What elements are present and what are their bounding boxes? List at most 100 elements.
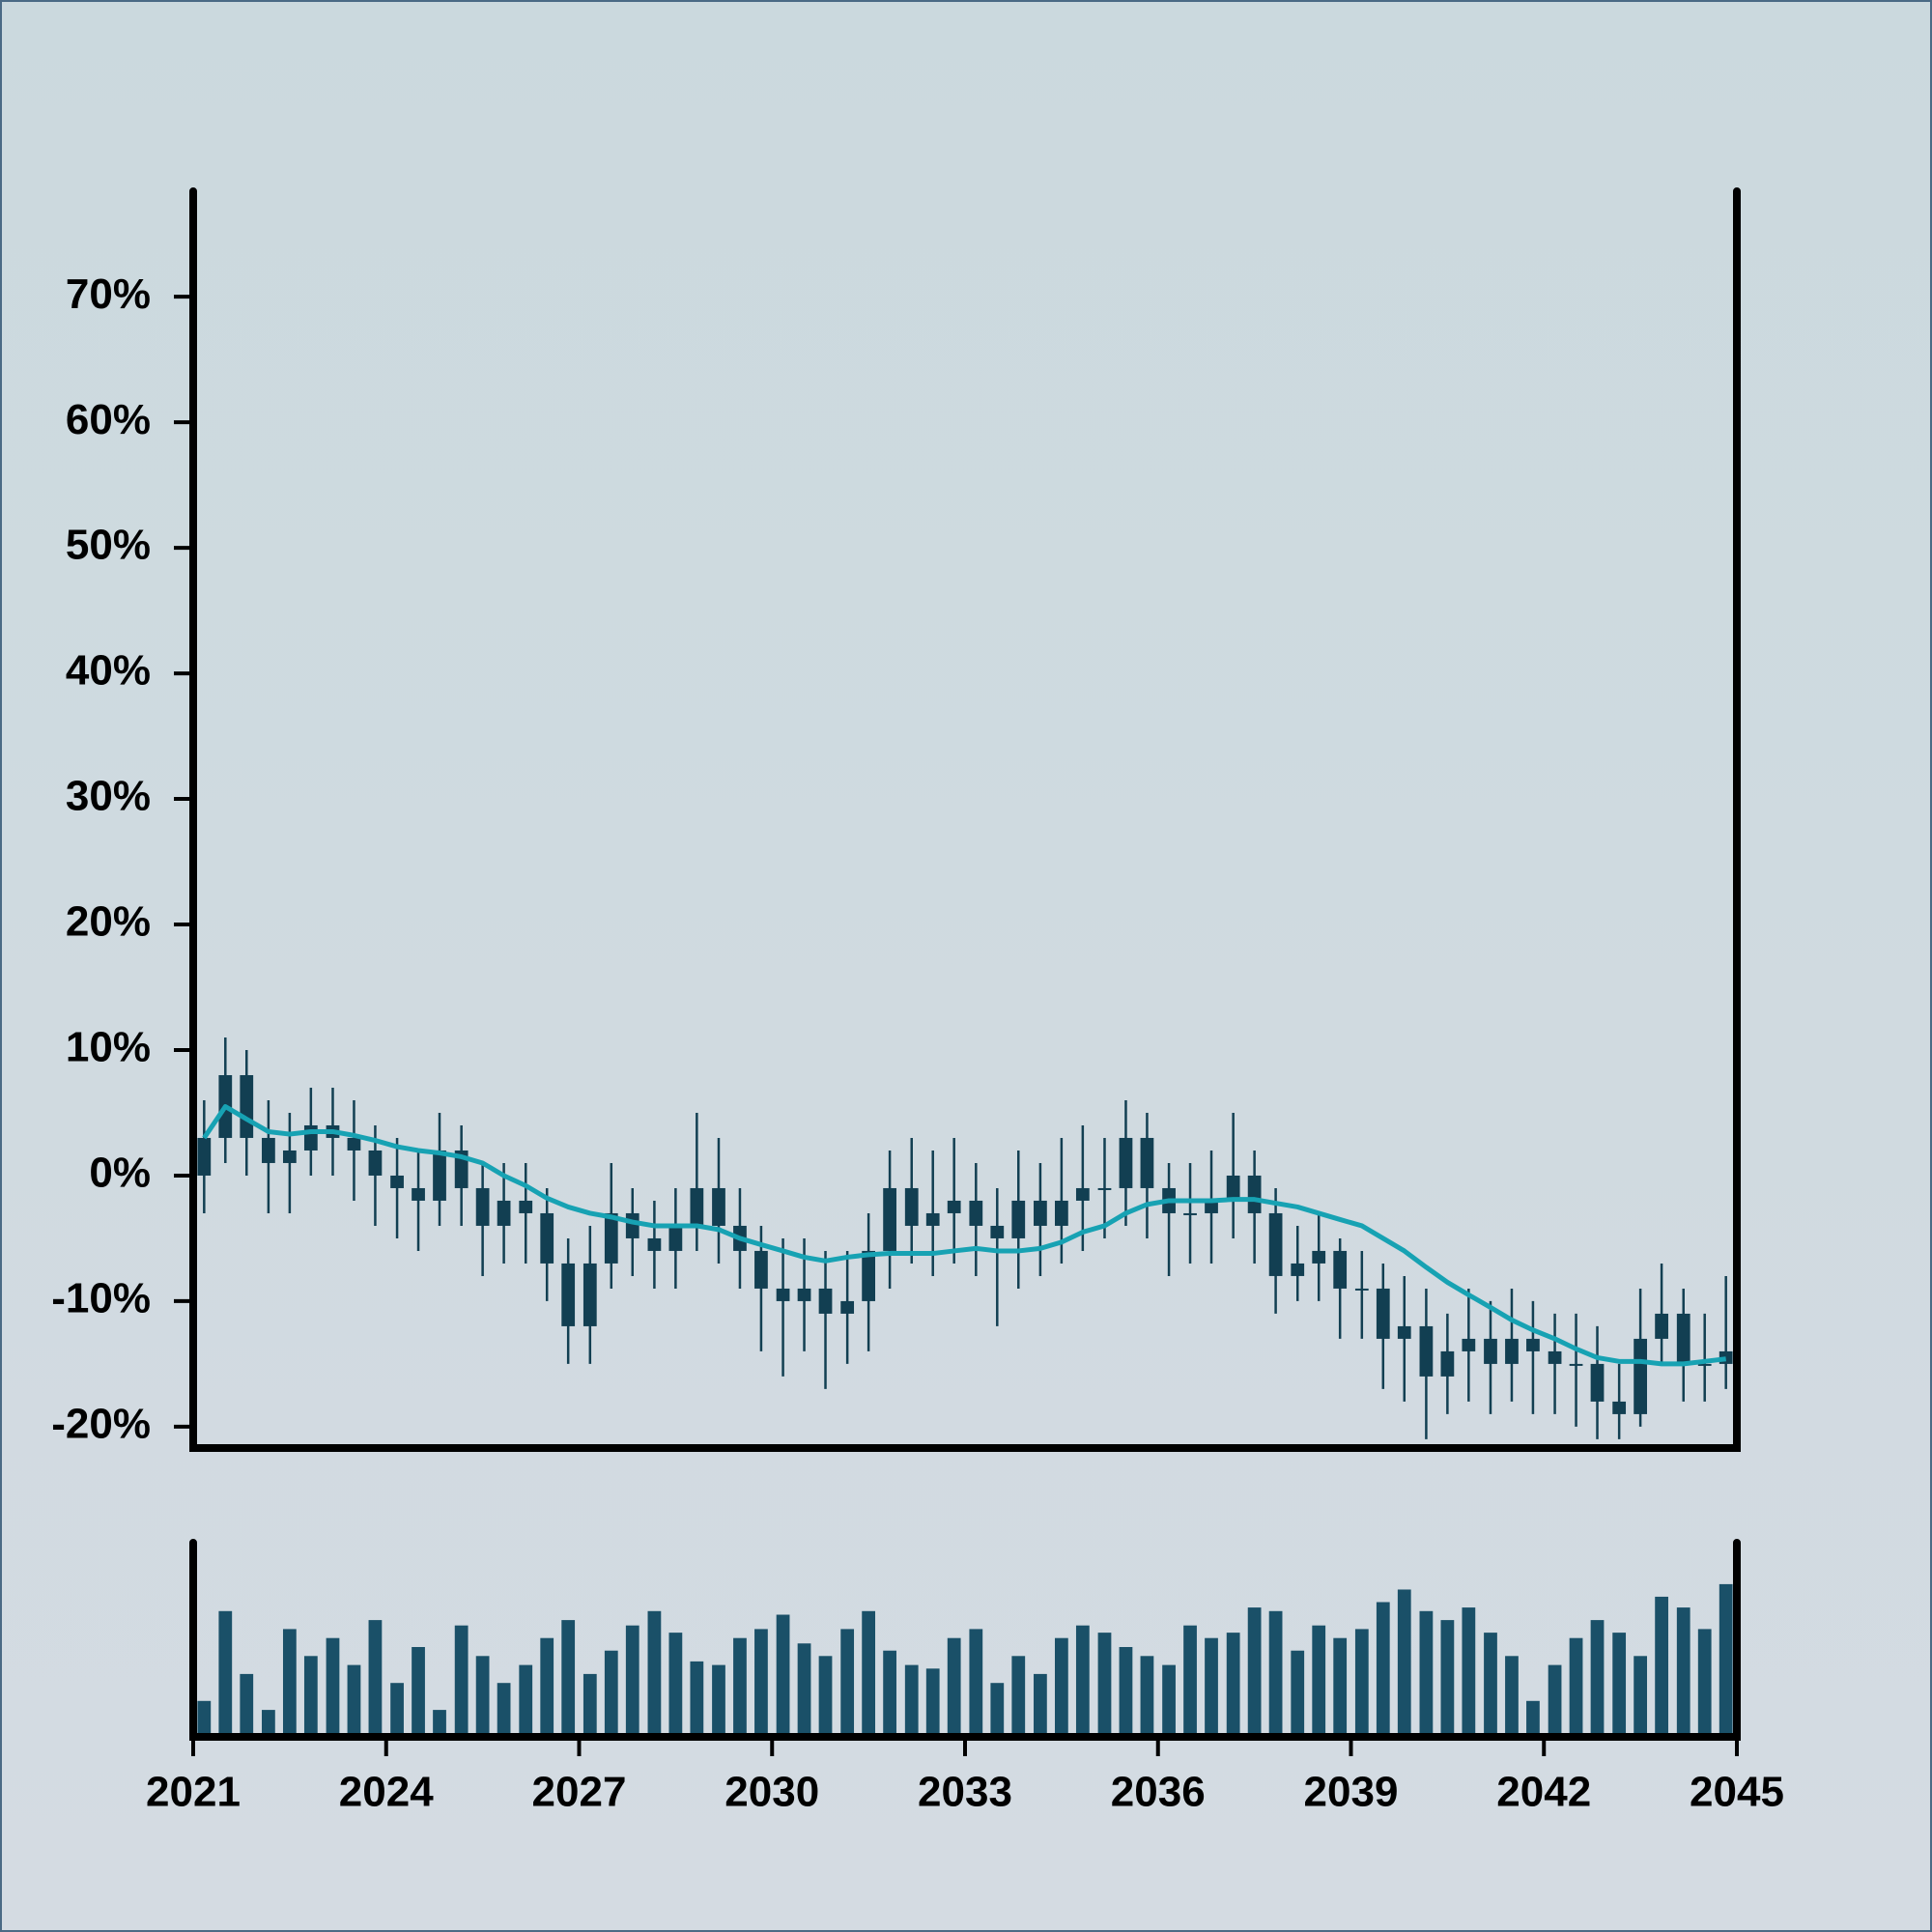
candle-body	[497, 1200, 511, 1226]
candle-body	[1484, 1338, 1497, 1364]
x-tick-label: 2021	[146, 1769, 241, 1816]
volume-bar	[1034, 1673, 1047, 1737]
volume-bar	[1397, 1589, 1411, 1737]
volume-bar	[390, 1683, 404, 1737]
candle-body	[1247, 1175, 1262, 1213]
volume-bar	[1440, 1620, 1455, 1737]
candle-body	[1140, 1137, 1154, 1188]
volume-bar	[1312, 1625, 1326, 1737]
volume-bar	[840, 1629, 855, 1737]
volume-bar	[240, 1673, 254, 1737]
y-tick-label: 10%	[66, 1024, 151, 1071]
candle-body	[604, 1212, 618, 1264]
volume-bar	[1140, 1656, 1154, 1737]
volume-bar	[668, 1633, 683, 1737]
volume-bar	[969, 1629, 983, 1737]
volume-bar	[818, 1656, 833, 1737]
volume-bar	[690, 1661, 704, 1737]
x-tick-label: 2024	[339, 1769, 434, 1816]
volume-bar	[1590, 1620, 1605, 1737]
candle-body	[1226, 1175, 1240, 1201]
candle-body	[390, 1175, 404, 1188]
x-tick-label: 2045	[1690, 1769, 1784, 1816]
candle-body	[1011, 1200, 1026, 1238]
volume-bar	[1505, 1656, 1519, 1737]
volume-bar	[776, 1614, 790, 1737]
volume-bar	[904, 1664, 919, 1737]
volume-bar	[1333, 1637, 1348, 1737]
volume-bar	[712, 1664, 725, 1737]
volume-bar	[540, 1637, 554, 1737]
candle-body	[540, 1212, 554, 1264]
volume-bar	[1075, 1625, 1090, 1737]
volume-bar	[1569, 1637, 1583, 1737]
volume-bar	[1376, 1602, 1390, 1737]
volume-bar	[454, 1625, 469, 1737]
candle-body	[925, 1212, 940, 1226]
candle-body	[1376, 1288, 1390, 1339]
x-tick-label: 2036	[1111, 1769, 1206, 1816]
volume-bar	[862, 1610, 876, 1737]
volume-bar	[625, 1625, 639, 1737]
volume-bar	[1526, 1700, 1540, 1737]
candle-body	[862, 1250, 876, 1301]
volume-bar	[475, 1656, 490, 1737]
volume-bar	[497, 1683, 511, 1737]
volume-bar	[326, 1637, 340, 1737]
volume-bar	[1119, 1647, 1133, 1737]
volume-bar	[1226, 1633, 1240, 1737]
candle-body	[1183, 1212, 1197, 1215]
candle-body	[947, 1200, 961, 1213]
volume-bar	[433, 1710, 446, 1737]
candle-body	[303, 1124, 318, 1151]
volume-bar	[1462, 1607, 1476, 1737]
volume-bar	[282, 1629, 297, 1737]
volume-bar	[262, 1710, 275, 1737]
candle-body	[668, 1225, 683, 1251]
y-tick-label: 30%	[66, 773, 151, 820]
price-frame	[189, 187, 1741, 1452]
candle-body	[475, 1187, 490, 1226]
volume-bar	[604, 1650, 618, 1737]
volume-bar	[1676, 1607, 1690, 1737]
volume-bar	[1291, 1650, 1305, 1737]
candle-body	[1354, 1288, 1369, 1291]
candle-body	[1312, 1250, 1326, 1264]
candle-body	[1397, 1325, 1411, 1339]
candle-body	[240, 1074, 254, 1138]
volume-bar	[1719, 1583, 1733, 1737]
y-tick-label: 70%	[66, 270, 151, 318]
candle-body	[1291, 1263, 1305, 1276]
candle-body	[1676, 1313, 1690, 1364]
plot-marks	[197, 1037, 1733, 1737]
volume-bar	[1634, 1656, 1648, 1737]
volume-bar	[990, 1683, 1005, 1737]
volume-bar	[947, 1637, 961, 1737]
volume-bar	[1419, 1610, 1434, 1737]
candle-body	[1697, 1363, 1712, 1366]
volume-bar	[883, 1650, 896, 1737]
y-tick-label: 40%	[66, 647, 151, 695]
candle-body	[840, 1300, 855, 1314]
volume-bar	[519, 1664, 533, 1737]
candle-body	[1462, 1338, 1476, 1351]
candle-body	[368, 1150, 383, 1176]
candle-body	[282, 1150, 297, 1163]
candle-body	[818, 1288, 833, 1314]
candle-body	[1655, 1313, 1668, 1339]
candle-body	[1054, 1200, 1068, 1226]
volume-bar	[1548, 1664, 1562, 1737]
x-tick-label: 2027	[532, 1769, 627, 1816]
candle-body	[1075, 1187, 1090, 1201]
volume-bar	[1011, 1656, 1026, 1737]
y-tick-label: 50%	[66, 522, 151, 569]
candle-body	[1612, 1401, 1627, 1414]
y-tick-label: 20%	[66, 898, 151, 946]
volume-bar	[1612, 1633, 1627, 1737]
candle-body	[1205, 1200, 1218, 1213]
volume-bar	[1247, 1607, 1262, 1737]
y-tick-label: -10%	[51, 1275, 151, 1322]
